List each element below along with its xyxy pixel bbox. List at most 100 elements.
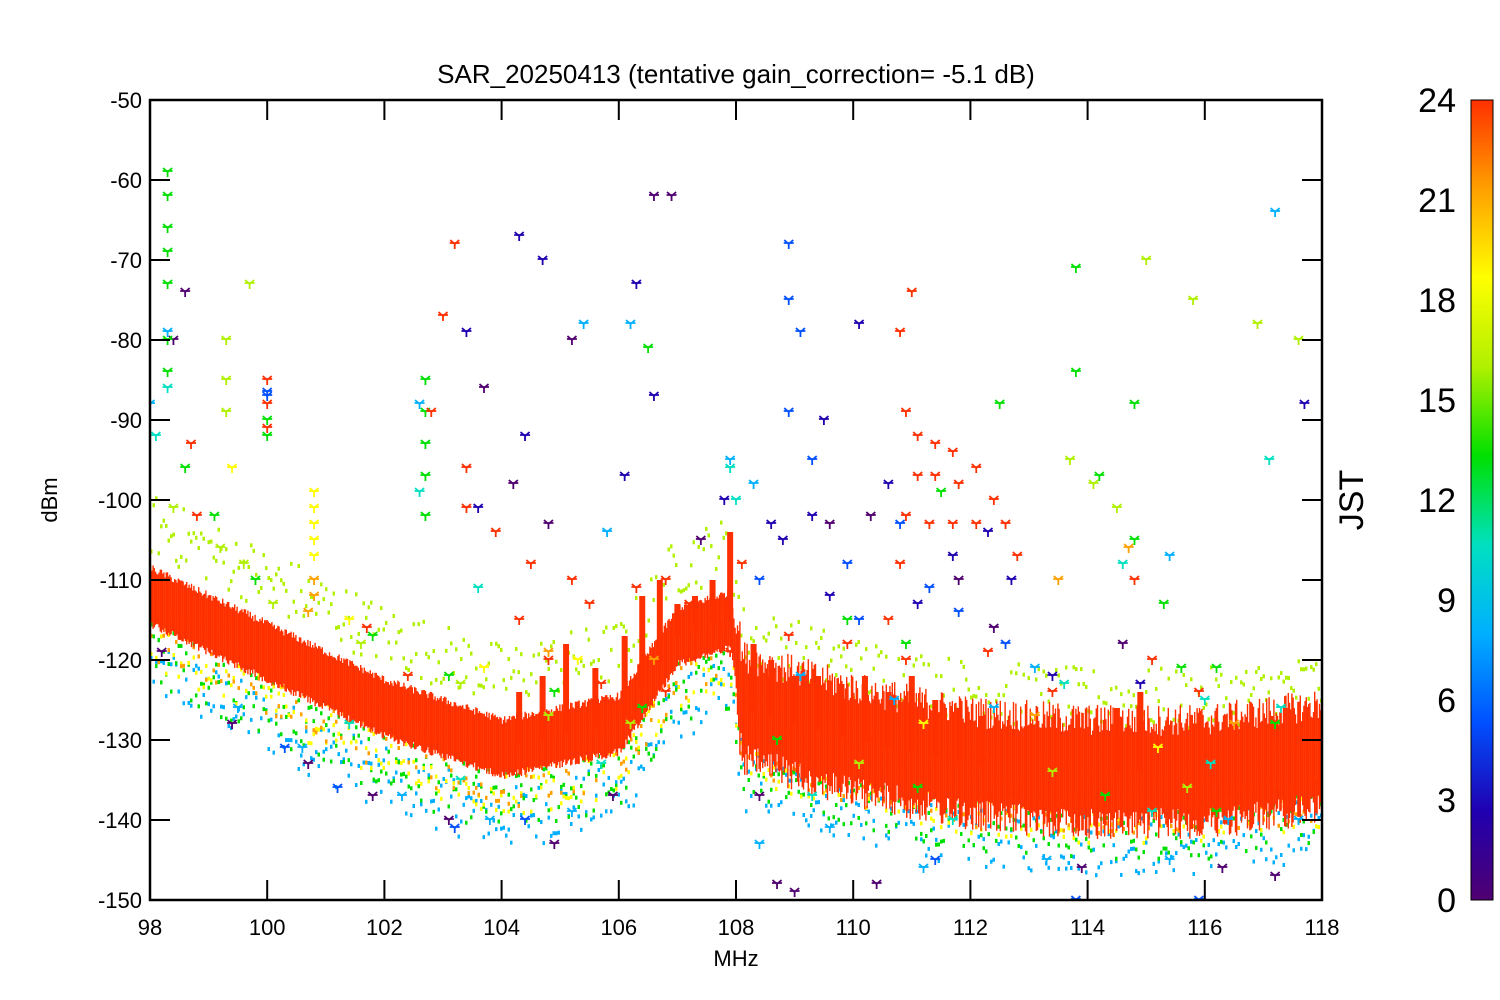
noise-floor-segment bbox=[472, 709, 475, 768]
noise-floor-segment bbox=[1258, 698, 1261, 831]
noise-floor-segment bbox=[707, 656, 710, 661]
noise-floor-segment bbox=[507, 809, 510, 814]
noise-floor-segment bbox=[177, 689, 180, 694]
noise-floor-segment bbox=[202, 594, 205, 649]
noise-floor-segment bbox=[602, 629, 605, 634]
noise-floor-segment bbox=[342, 663, 344, 713]
signal-peaks bbox=[516, 532, 1144, 772]
noise-floor-segment bbox=[487, 831, 490, 836]
data-point bbox=[1069, 367, 1082, 378]
data-point bbox=[818, 415, 830, 426]
data-point bbox=[624, 319, 637, 330]
noise-floor-segment bbox=[282, 631, 284, 687]
noise-floor-segment bbox=[1010, 813, 1013, 818]
noise-floor-segment bbox=[472, 781, 475, 786]
noise-floor-segment bbox=[777, 655, 780, 660]
noise-floor-segment bbox=[937, 712, 939, 802]
noise-floor-segment bbox=[1239, 720, 1241, 815]
data-point bbox=[226, 463, 238, 474]
noise-floor-segment bbox=[1162, 707, 1165, 712]
noise-floor-segment bbox=[785, 645, 788, 650]
noise-floor-segment bbox=[810, 626, 813, 631]
noise-floor-segment bbox=[387, 779, 390, 784]
noise-floor-segment bbox=[822, 791, 825, 796]
noise-floor-segment bbox=[452, 778, 455, 783]
noise-floor-segment bbox=[510, 840, 513, 845]
noise-floor-segment bbox=[407, 758, 410, 763]
noise-floor-segment bbox=[502, 678, 505, 683]
noise-floor-segment bbox=[480, 712, 482, 769]
noise-floor-segment bbox=[1044, 714, 1046, 824]
noise-floor-segment bbox=[1080, 727, 1082, 816]
noise-floor-segment bbox=[292, 710, 295, 715]
noise-floor-segment bbox=[684, 604, 686, 664]
noise-floor-segment bbox=[1067, 845, 1070, 850]
noise-floor-segment bbox=[772, 765, 775, 770]
data-point bbox=[442, 815, 455, 826]
noise-floor-segment bbox=[457, 834, 460, 839]
noise-floor-segment bbox=[975, 694, 978, 699]
noise-floor-segment bbox=[320, 582, 323, 587]
noise-floor-segment bbox=[180, 580, 182, 640]
noise-floor-segment bbox=[472, 808, 475, 813]
noise-floor-segment bbox=[697, 707, 700, 712]
noise-floor-segment bbox=[800, 665, 803, 670]
noise-floor-segment bbox=[832, 695, 835, 774]
noise-floor-segment bbox=[712, 663, 715, 668]
noise-floor-segment bbox=[771, 657, 773, 776]
noise-floor-segment bbox=[1090, 710, 1093, 715]
noise-floor-segment bbox=[1207, 721, 1209, 823]
noise-floor-segment bbox=[362, 673, 364, 722]
data-point bbox=[472, 583, 485, 594]
noise-floor-segment bbox=[1167, 850, 1170, 855]
noise-floor-segment bbox=[1307, 834, 1310, 839]
data-point bbox=[308, 487, 320, 498]
noise-floor-segment bbox=[823, 683, 825, 780]
noise-floor-segment bbox=[495, 798, 498, 803]
noise-floor-segment bbox=[1237, 723, 1240, 728]
noise-floor-segment bbox=[302, 641, 304, 696]
noise-floor-segment bbox=[790, 623, 793, 628]
noise-floor-segment bbox=[710, 678, 713, 683]
noise-floor-segment bbox=[462, 705, 464, 764]
noise-floor-segment bbox=[662, 632, 664, 685]
noise-floor-segment bbox=[952, 687, 955, 692]
noise-floor-segment bbox=[504, 716, 506, 779]
noise-floor-segment bbox=[217, 662, 220, 667]
noise-floor-segment bbox=[320, 648, 322, 707]
noise-floor-segment bbox=[763, 672, 765, 756]
noise-floor-segment bbox=[652, 703, 655, 708]
noise-floor-segment bbox=[825, 690, 827, 774]
noise-floor-segment bbox=[985, 849, 988, 854]
noise-floor-segment bbox=[1132, 830, 1135, 835]
noise-floor-segment bbox=[590, 698, 592, 762]
noise-floor-segment bbox=[1310, 716, 1312, 799]
noise-floor-segment bbox=[536, 714, 538, 768]
data-point bbox=[419, 471, 432, 482]
x-tick-label: 108 bbox=[718, 915, 755, 940]
noise-floor-segment bbox=[280, 578, 283, 583]
noise-floor-segment bbox=[735, 692, 738, 697]
noise-floor-segment bbox=[604, 695, 607, 759]
noise-floor-segment bbox=[1222, 830, 1225, 835]
noise-floor-segment bbox=[1235, 845, 1238, 850]
noise-floor-segment bbox=[160, 569, 163, 633]
noise-floor-segment bbox=[385, 771, 388, 776]
noise-floor-segment bbox=[425, 808, 428, 813]
noise-floor-segment bbox=[152, 565, 154, 629]
noise-floor-segment bbox=[1317, 825, 1320, 830]
noise-floor-segment bbox=[247, 730, 250, 735]
noise-floor-segment bbox=[937, 858, 940, 863]
colorbar-tick-label: 12 bbox=[1418, 482, 1456, 520]
noise-floor-segment bbox=[960, 698, 962, 826]
noise-floor-segment bbox=[850, 667, 853, 672]
data-point bbox=[776, 535, 789, 546]
data-point bbox=[946, 519, 959, 530]
data-point bbox=[331, 783, 344, 794]
noise-floor-segment bbox=[1136, 705, 1138, 839]
noise-floor-segment bbox=[1203, 727, 1205, 817]
noise-floor-segment bbox=[1201, 709, 1203, 835]
noise-floor-segment bbox=[254, 614, 256, 677]
noise-floor-segment bbox=[235, 714, 238, 719]
signal-peak bbox=[1137, 692, 1144, 772]
